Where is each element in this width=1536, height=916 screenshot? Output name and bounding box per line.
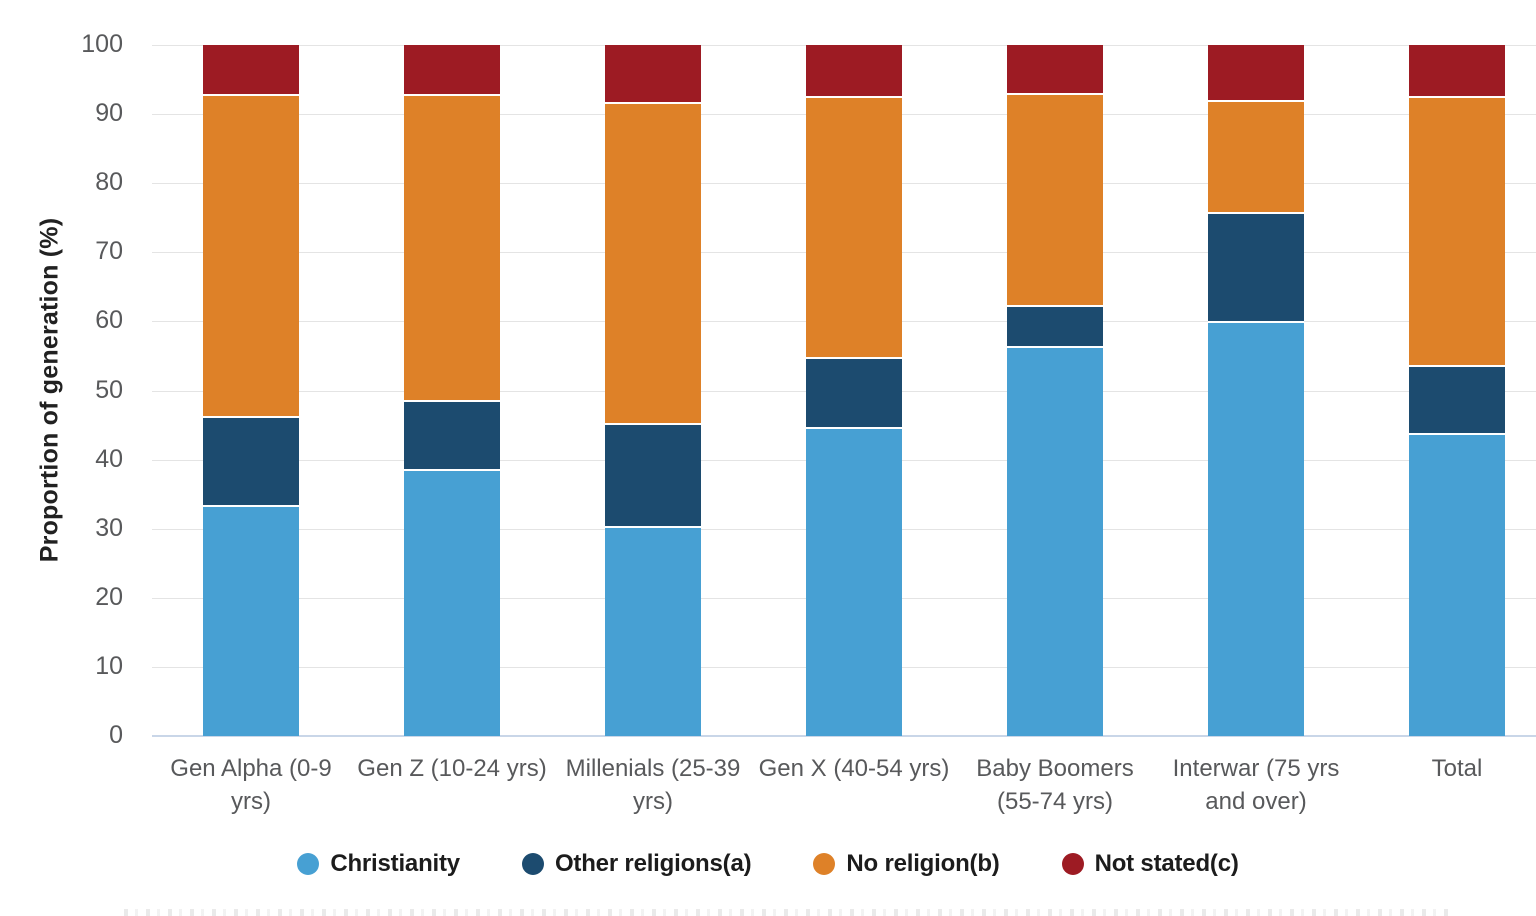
y-tick-label: 40 <box>95 444 123 473</box>
x-axis-label: Gen Alpha (0-9 yrs) <box>170 755 332 815</box>
legend-swatch-icon <box>1061 853 1084 875</box>
bar-segment-not-stated-c[interactable] <box>1007 45 1103 94</box>
legend-label: No religion(b) <box>846 850 1000 877</box>
legend-swatch-icon <box>297 853 320 875</box>
cropped-footnote-sliver <box>124 909 1454 916</box>
y-tick-label: 50 <box>95 375 123 404</box>
x-axis-label: Gen Z (10-24 yrs) <box>357 755 547 782</box>
bar-segment-no-religion-b[interactable] <box>1007 93 1103 305</box>
bar-segment-no-religion-b[interactable] <box>1409 96 1505 365</box>
bar-segment-christianity[interactable] <box>203 505 299 736</box>
bar-segment-other-religions-a[interactable] <box>605 422 701 526</box>
bar-segment-other-religions-a[interactable] <box>1208 211 1304 322</box>
bar-interwar-75-yrs-and-over <box>1208 45 1304 736</box>
bar-segment-other-religions-a[interactable] <box>1007 304 1103 346</box>
y-tick-label: 10 <box>95 651 123 680</box>
bar-segment-no-religion-b[interactable] <box>806 96 902 358</box>
bar-segment-not-stated-c[interactable] <box>203 45 299 95</box>
y-tick-label: 30 <box>95 513 123 542</box>
y-tick-label: 90 <box>95 99 123 128</box>
bar-segment-christianity[interactable] <box>1409 432 1505 736</box>
legend-swatch-icon <box>521 853 544 875</box>
legend-item-christianity[interactable]: Christianity <box>297 850 460 878</box>
x-axis-label: Gen X (40-54 yrs) <box>758 755 950 782</box>
y-tick-label: 80 <box>95 168 123 197</box>
bar-segment-no-religion-b[interactable] <box>203 94 299 417</box>
legend-item-no-religion-b[interactable]: No religion(b) <box>813 850 1000 878</box>
bar-segment-not-stated-c[interactable] <box>404 45 500 95</box>
bar-segment-other-religions-a[interactable] <box>203 416 299 506</box>
bar-segment-not-stated-c[interactable] <box>605 45 701 102</box>
bar-segment-christianity[interactable] <box>605 525 701 736</box>
bar-segment-other-religions-a[interactable] <box>806 357 902 428</box>
x-axis-label: Total <box>1431 755 1483 782</box>
bar-gen-x-40-54-yrs <box>806 45 902 736</box>
legend-label: Not stated(c) <box>1094 850 1239 877</box>
bar-segment-no-religion-b[interactable] <box>1208 99 1304 212</box>
bar-baby-boomers-55-74-yrs <box>1007 45 1103 736</box>
bar-segment-no-religion-b[interactable] <box>404 94 500 401</box>
bar-segment-christianity[interactable] <box>806 427 902 736</box>
x-axis-baseline <box>152 735 1536 737</box>
y-tick-label: 20 <box>95 582 123 611</box>
y-tick-label: 0 <box>109 721 123 749</box>
bar-gen-alpha-0-9-yrs <box>203 45 299 736</box>
y-tick-label: 100 <box>81 30 123 58</box>
x-axis-label: Baby Boomers (55-74 yrs) <box>976 755 1134 815</box>
legend-item-other-religions-a[interactable]: Other religions(a) <box>521 850 752 878</box>
legend: Christianity Other religions(a) No religio… <box>0 850 1536 878</box>
bar-segment-christianity[interactable] <box>1007 345 1103 736</box>
bar-segment-christianity[interactable] <box>404 469 500 736</box>
legend-swatch-icon <box>813 853 836 875</box>
bar-segment-not-stated-c[interactable] <box>1208 45 1304 100</box>
legend-label: Christianity <box>330 850 460 877</box>
bar-segment-other-religions-a[interactable] <box>404 400 500 470</box>
bar-millenials-25-39-yrs <box>605 45 701 736</box>
bar-gen-z-10-24-yrs <box>404 45 500 736</box>
x-axis-label: Interwar (75 yrs and over) <box>1172 755 1340 815</box>
legend-label: Other religions(a) <box>554 850 752 877</box>
legend-item-not-stated-c[interactable]: Not stated(c) <box>1061 850 1239 878</box>
x-axis-label: Millenials (25-39 yrs) <box>565 755 741 815</box>
y-tick-label: 60 <box>95 306 123 335</box>
bar-segment-not-stated-c[interactable] <box>806 45 902 97</box>
bar-segment-other-religions-a[interactable] <box>1409 364 1505 433</box>
bar-total <box>1409 45 1505 736</box>
bar-segment-not-stated-c[interactable] <box>1409 45 1505 97</box>
y-tick-label: 70 <box>95 237 123 266</box>
bar-segment-no-religion-b[interactable] <box>605 101 701 423</box>
bar-segment-christianity[interactable] <box>1208 321 1304 736</box>
